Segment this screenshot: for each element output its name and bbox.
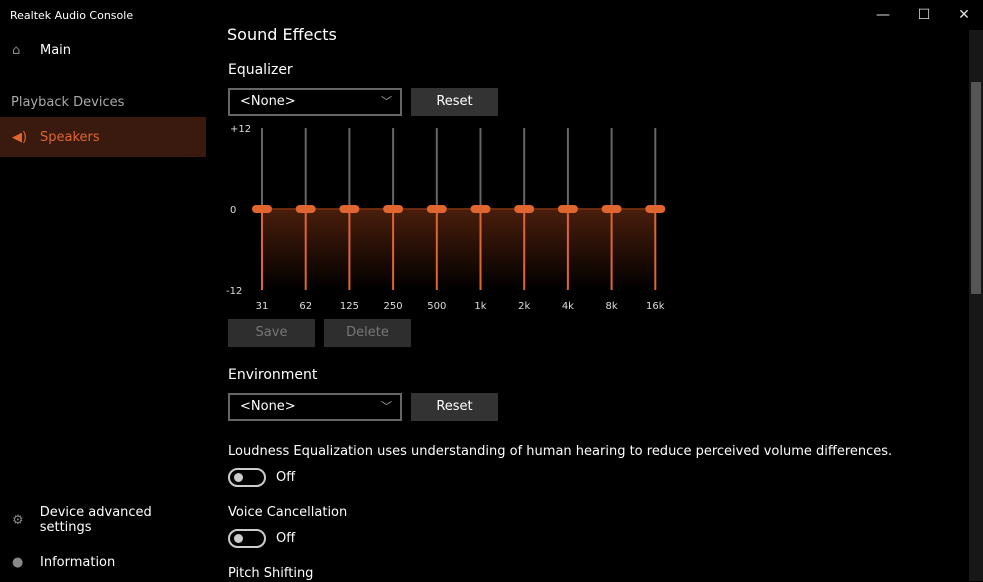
window-title: Realtek Audio Console — [10, 9, 134, 22]
sidebar-item-speakers[interactable]: ◀) Speakers — [0, 117, 206, 157]
x-tick-label: 8k — [606, 301, 618, 312]
x-tick-label: 4k — [562, 301, 574, 312]
page-title: Sound Effects — [227, 25, 337, 44]
x-tick-label: 16k — [646, 301, 665, 312]
sidebar-item-advanced[interactable]: ⚙ Device advanced settings — [0, 500, 206, 540]
equalizer-reset-button[interactable]: Reset — [411, 88, 498, 116]
equalizer-heading: Equalizer — [228, 62, 293, 78]
y-tick-label: -12 — [226, 286, 242, 297]
slider-thumb[interactable] — [601, 205, 622, 213]
slider-thumb[interactable] — [645, 205, 666, 213]
slider-thumb[interactable] — [514, 205, 535, 213]
voice-cancellation-label: Voice Cancellation — [228, 505, 348, 520]
environment-heading: Environment — [228, 367, 318, 383]
gear-icon: ⚙ — [12, 512, 24, 528]
label: Information — [40, 554, 116, 570]
slider-thumb[interactable] — [383, 205, 404, 213]
y-tick-label: 0 — [230, 205, 236, 216]
x-tick-label: 2k — [518, 301, 530, 312]
environment-reset-button[interactable]: Reset — [411, 393, 498, 421]
environment-preset-dropdown[interactable]: <None> ﹀ — [228, 393, 402, 421]
slider-thumb[interactable] — [470, 205, 491, 213]
slider-thumb[interactable] — [252, 205, 272, 213]
delete-button[interactable]: Delete — [324, 319, 411, 347]
slider-thumb[interactable] — [339, 205, 360, 213]
loudness-label: Loudness Equalization uses understanding… — [228, 444, 893, 459]
minimize-button[interactable]: — — [876, 7, 890, 23]
chevron-down-icon: ﹀ — [381, 400, 392, 413]
save-button[interactable]: Save — [228, 319, 315, 347]
home-icon: ⌂ — [12, 42, 21, 58]
pitch-shifting-label: Pitch Shifting — [228, 566, 314, 581]
sidebar-item-main[interactable]: ⌂ Main — [0, 30, 206, 70]
slider-thumb[interactable] — [557, 205, 578, 213]
x-tick-label: 31 — [256, 301, 269, 312]
value: <None> — [240, 94, 296, 109]
loudness-toggle[interactable] — [228, 468, 266, 487]
x-tick-label: 1k — [474, 301, 486, 312]
x-tick-label: 62 — [299, 301, 312, 312]
speaker-icon: ◀) — [12, 129, 28, 145]
eq-fill — [262, 209, 656, 290]
label: Speakers — [40, 129, 100, 145]
close-button[interactable]: ✕ — [958, 7, 970, 23]
sidebar-item-information[interactable]: ● Information — [0, 542, 206, 582]
equalizer-preset-dropdown[interactable]: <None> ﹀ — [228, 88, 402, 116]
y-tick-label: +12 — [230, 124, 251, 135]
slider-thumb[interactable] — [295, 205, 316, 213]
info-icon: ● — [12, 554, 24, 570]
voice-cancellation-toggle[interactable] — [228, 529, 266, 548]
voice-cancellation-state: Off — [276, 531, 296, 546]
x-tick-label: 125 — [340, 301, 359, 312]
x-tick-label: 250 — [384, 301, 403, 312]
equalizer-chart: +12 0 -12 31 62 125 250 500 1k 2k 4k 8k 16k — [226, 124, 666, 312]
value: <None> — [240, 399, 296, 414]
loudness-state: Off — [276, 470, 296, 485]
sidebar-section: Playback Devices — [11, 95, 125, 110]
slider-thumb[interactable] — [426, 205, 447, 213]
chevron-down-icon: ﹀ — [381, 95, 392, 108]
scrollbar-thumb[interactable] — [971, 82, 981, 294]
x-tick-label: 500 — [427, 301, 446, 312]
label: Device advanced settings — [39, 505, 152, 535]
label: Main — [40, 42, 72, 58]
maximize-button[interactable]: ☐ — [917, 7, 931, 23]
